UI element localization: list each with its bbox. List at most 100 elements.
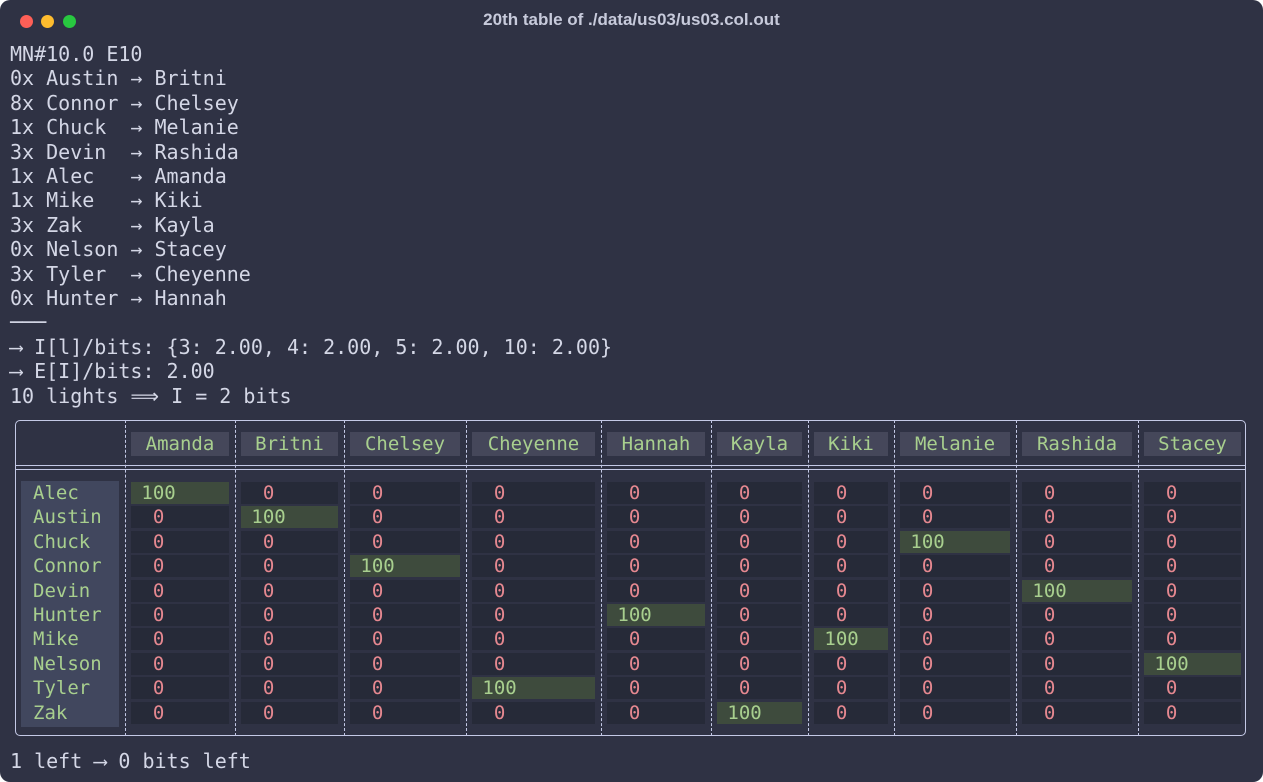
table-cell: 0 [1022, 652, 1132, 675]
row-name: Austin [33, 506, 102, 529]
table-cell: 0 [350, 506, 460, 529]
close-button[interactable] [20, 15, 33, 28]
table-cell: 0 [717, 628, 802, 651]
table-cell: 0 [900, 701, 1010, 724]
table-cell: 0 [717, 555, 802, 578]
output-line: ─── [10, 310, 47, 335]
table-cell: 0 [350, 482, 460, 504]
table-cell: 0 [607, 628, 705, 651]
table-cell: 100 [814, 628, 888, 651]
column-header: Britni [241, 432, 338, 456]
table-cell: 0 [472, 628, 595, 651]
maximize-button[interactable] [63, 15, 76, 28]
table-cell: 0 [717, 652, 802, 675]
column-divider [1138, 420, 1139, 736]
row-name: Alec [33, 482, 79, 504]
table-cell: 100 [472, 677, 595, 700]
column-divider [235, 420, 236, 736]
output-line: 1x Chuck → Melanie [10, 115, 239, 140]
output-line: MN#10.0 E10 [10, 42, 143, 66]
row-name: Connor [33, 555, 102, 578]
table-cell: 100 [350, 555, 460, 578]
table-cell: 0 [1144, 604, 1241, 626]
table-cell: 0 [131, 530, 229, 553]
column-divider [466, 420, 467, 736]
table-cell: 0 [241, 555, 338, 578]
table-cell: 0 [472, 506, 595, 529]
output-line: ⟶ E[I]/bits: 2.00 [10, 359, 215, 384]
table-cell: 0 [350, 701, 460, 724]
table-cell: 0 [814, 701, 888, 724]
table-cell: 0 [1144, 628, 1241, 651]
table-cell: 0 [241, 628, 338, 651]
output-line: ⟶ I[l]/bits: {3: 2.00, 4: 2.00, 5: 2.00,… [10, 334, 613, 359]
window-title: 20th table of ./data/us03/us03.col.out [483, 10, 780, 29]
output-line: 1x Alec → Amanda [10, 164, 227, 189]
table-cell: 0 [472, 482, 595, 504]
column-header: Rashida [1022, 432, 1132, 456]
row-name: Chuck [33, 530, 91, 553]
table [15, 420, 1246, 736]
table-cell: 0 [717, 604, 802, 626]
table-cell: 0 [1022, 482, 1132, 504]
table-cell: 0 [1144, 506, 1241, 529]
table-cell: 0 [1144, 701, 1241, 724]
table-cell: 0 [131, 652, 229, 675]
column-divider [808, 420, 809, 736]
table-cell: 0 [814, 506, 888, 529]
table-cell: 0 [472, 555, 595, 578]
table-cell: 100 [607, 604, 705, 626]
table-cell: 0 [131, 677, 229, 700]
table-cell: 0 [900, 677, 1010, 700]
output-line: 1x Mike → Kiki [10, 188, 203, 213]
table-cell: 0 [241, 482, 338, 504]
table-cell: 0 [717, 482, 802, 504]
table-cell: 0 [131, 506, 229, 529]
column-header: Stacey [1144, 432, 1241, 456]
table-cell: 0 [1022, 701, 1132, 724]
table-cell: 0 [350, 579, 460, 602]
table-cell: 0 [241, 677, 338, 700]
table-cell: 0 [814, 604, 888, 626]
table-cell: 0 [900, 555, 1010, 578]
table-cell: 0 [814, 652, 888, 675]
table-cell: 0 [1144, 579, 1241, 602]
table-cell: 100 [717, 701, 802, 724]
table-cell: 0 [241, 579, 338, 602]
table-cell: 0 [900, 604, 1010, 626]
output-line: 0x Nelson → Stacey [10, 237, 227, 262]
table-cell: 0 [1144, 677, 1241, 700]
table-cell: 0 [472, 604, 595, 626]
table-cell: 0 [607, 555, 705, 578]
column-divider [344, 420, 345, 736]
table-cell: 0 [472, 701, 595, 724]
output-line: 10 lights ⟹ I = 2 bits [10, 383, 292, 408]
column-header: Melanie [900, 432, 1010, 456]
column-header: Kayla [717, 432, 802, 456]
column-divider [125, 420, 126, 736]
table-cell: 0 [900, 628, 1010, 651]
table-cell: 0 [1022, 506, 1132, 529]
table-cell: 0 [607, 652, 705, 675]
table-cell: 0 [350, 677, 460, 700]
output-line: 3x Zak → Kayla [10, 212, 215, 237]
table-cell: 0 [241, 652, 338, 675]
table-cell: 0 [1144, 482, 1241, 504]
table-cell: 0 [717, 677, 802, 700]
row-name: Mike [33, 628, 79, 651]
table-cell: 0 [814, 482, 888, 504]
row-name: Zak [33, 701, 68, 724]
table-cell: 0 [607, 677, 705, 700]
minimize-button[interactable] [41, 15, 54, 28]
table-cell: 100 [900, 530, 1010, 553]
table-cell: 0 [607, 701, 705, 724]
output-line: 3x Devin → Rashida [10, 139, 239, 164]
table-cell: 0 [814, 579, 888, 602]
table-cell: 0 [241, 701, 338, 724]
column-divider [894, 420, 895, 736]
table-cell: 0 [814, 555, 888, 578]
table-cell: 0 [607, 482, 705, 504]
table-cell: 0 [1022, 628, 1132, 651]
name-column-bg [21, 481, 119, 727]
column-divider [1016, 420, 1017, 736]
